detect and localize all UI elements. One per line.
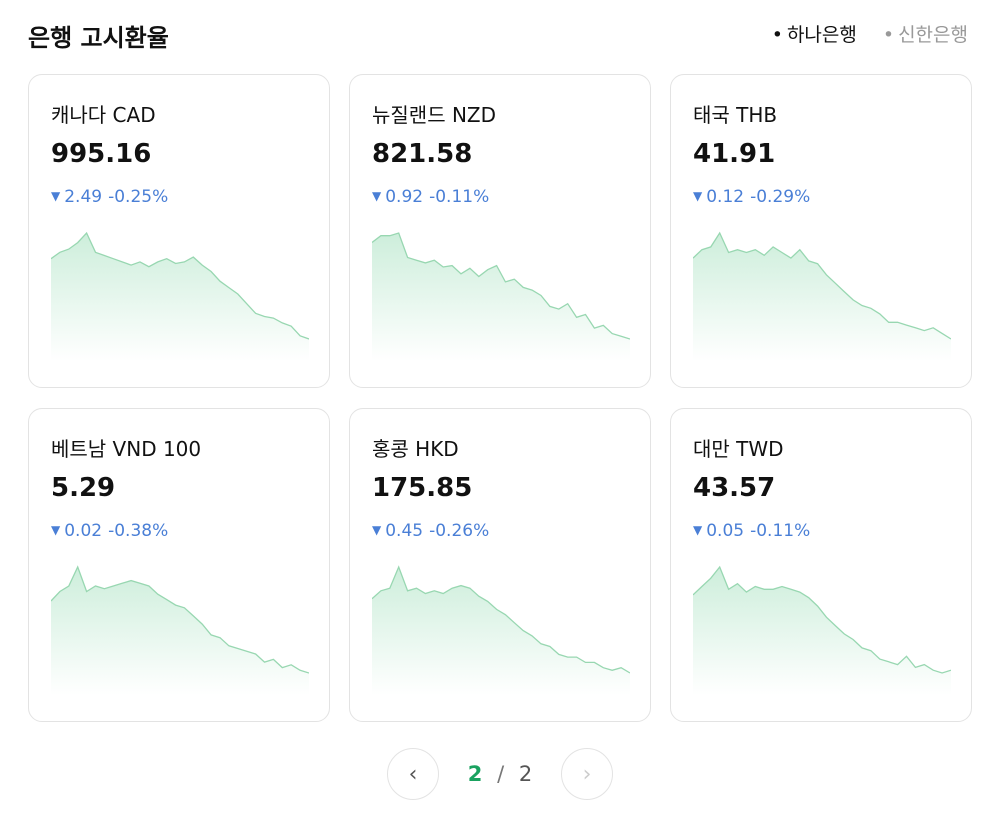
current-page: 2 — [467, 762, 483, 786]
rate-card[interactable]: 대만 TWD 43.57 ▼ 0.05 -0.11% — [670, 408, 972, 722]
down-icon: ▼ — [51, 523, 61, 537]
currency-name: 태국 THB — [693, 103, 778, 127]
tab[interactable]: 하나은행 — [772, 20, 857, 47]
sparkline-area — [372, 567, 630, 695]
exchange-rate: 41.91 — [693, 139, 776, 169]
rate-card[interactable]: 뉴질랜드 NZD 821.58 ▼ 0.92 -0.11% — [349, 74, 651, 388]
sparkline — [693, 231, 951, 361]
sparkline-line — [372, 565, 630, 674]
sparkline-area — [51, 233, 309, 361]
exchange-rate: 175.85 — [372, 473, 473, 503]
change-amount: 0.05 — [706, 521, 745, 541]
sparkline-line — [693, 565, 951, 674]
change-percent: -0.25% — [108, 187, 169, 207]
change-percent: -0.11% — [750, 521, 811, 541]
sparkline-area — [693, 233, 951, 361]
sparkline — [372, 232, 630, 361]
total-pages: 2 — [518, 762, 533, 786]
change-amount: 0.92 — [385, 187, 424, 207]
rate-card[interactable]: 태국 THB 41.91 ▼ 0.12 -0.29% — [670, 74, 972, 388]
sparkline-line — [51, 231, 309, 340]
change-percent: -0.11% — [429, 187, 490, 207]
sparkline-line — [51, 565, 309, 674]
down-icon: ▼ — [51, 189, 61, 203]
exchange-rate: 5.29 — [51, 473, 116, 503]
change-amount: 0.45 — [385, 521, 424, 541]
change-percent: -0.26% — [429, 521, 490, 541]
sparkline-area — [51, 567, 309, 695]
down-icon: ▼ — [693, 523, 703, 537]
change-amount: 2.49 — [64, 187, 103, 207]
pagination: 2 / 2 — [440, 762, 560, 786]
change-amount: 0.02 — [64, 521, 103, 541]
change-percent: -0.38% — [108, 521, 169, 541]
currency-name: 캐나다 CAD — [51, 103, 156, 127]
down-icon: ▼ — [693, 189, 703, 203]
change: ▼ 2.49 -0.25% — [51, 187, 168, 207]
currency-name: 대만 TWD — [693, 437, 784, 461]
sparkline-line — [693, 231, 951, 340]
title: 은행 고시환율 — [28, 24, 169, 52]
bank-tabs: 하나은행 신한은행 — [772, 20, 968, 47]
change-percent: -0.29% — [750, 187, 811, 207]
next-button[interactable]: › — [561, 748, 613, 800]
rate-card[interactable]: 캐나다 CAD 995.16 ▼ 2.49 -0.25% — [28, 74, 330, 388]
change: ▼ 0.45 -0.26% — [372, 521, 489, 541]
sparkline — [51, 565, 309, 695]
sparkline — [372, 565, 630, 695]
sparkline-area — [693, 567, 951, 695]
sparkline — [693, 565, 951, 695]
exchange-rate: 43.57 — [693, 473, 776, 503]
change: ▼ 0.12 -0.29% — [693, 187, 810, 207]
tab[interactable]: 신한은행 — [883, 20, 968, 47]
separator: / — [497, 762, 505, 786]
change: ▼ 0.05 -0.11% — [693, 521, 810, 541]
rate-card[interactable]: 홍콩 HKD 175.85 ▼ 0.45 -0.26% — [349, 408, 651, 722]
currency-name: 뉴질랜드 NZD — [372, 103, 497, 127]
exchange-rate: 821.58 — [372, 139, 473, 169]
down-icon: ▼ — [372, 189, 382, 203]
rate-card[interactable]: 베트남 VND 100 5.29 ▼ 0.02 -0.38% — [28, 408, 330, 722]
exchange-rate: 995.16 — [51, 139, 152, 169]
change: ▼ 0.02 -0.38% — [51, 521, 168, 541]
sparkline-area — [372, 233, 630, 361]
down-icon: ▼ — [372, 523, 382, 537]
prev-button[interactable]: ‹ — [387, 748, 439, 800]
sparkline — [51, 231, 309, 361]
sparkline-line — [372, 232, 630, 340]
change-amount: 0.12 — [706, 187, 745, 207]
change: ▼ 0.92 -0.11% — [372, 187, 489, 207]
currency-name: 베트남 VND 100 — [51, 437, 202, 461]
currency-name: 홍콩 HKD — [372, 437, 459, 461]
